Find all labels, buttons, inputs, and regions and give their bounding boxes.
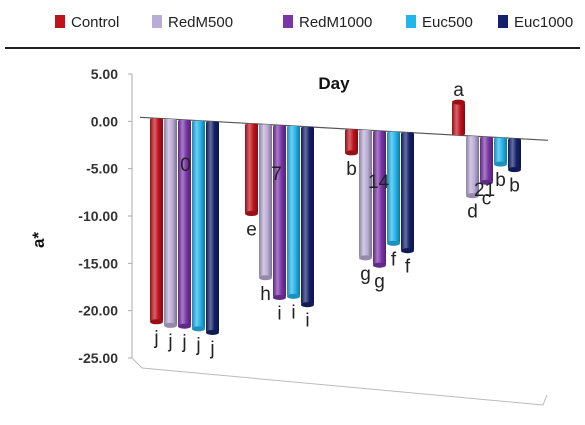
data-label: b xyxy=(495,170,506,191)
data-label: i xyxy=(291,302,295,323)
category-axis xyxy=(139,116,549,141)
legend-swatch xyxy=(283,15,293,28)
data-label: h xyxy=(260,284,271,305)
y-tick-label: 0.00 xyxy=(91,113,118,129)
y-axis-title: a* xyxy=(29,232,48,248)
legend-swatch xyxy=(406,15,416,28)
data-label: a xyxy=(453,80,464,101)
legend-swatch xyxy=(152,15,162,28)
bar xyxy=(387,131,400,244)
bar xyxy=(178,119,191,327)
bar xyxy=(345,129,358,153)
data-label: g xyxy=(374,271,385,292)
data-label: f xyxy=(391,249,397,270)
bar-cap xyxy=(273,294,286,300)
bar-cap xyxy=(359,255,372,261)
legend-swatch xyxy=(55,15,65,28)
bar-cap xyxy=(480,179,493,185)
category-label: 21 xyxy=(474,180,495,201)
bar-cap xyxy=(192,326,205,332)
bar xyxy=(301,126,314,305)
bar xyxy=(192,120,205,329)
bar xyxy=(206,121,219,333)
data-label: b xyxy=(509,176,520,197)
bar xyxy=(494,137,507,165)
bar-cap xyxy=(494,161,507,167)
legend: Control RedM500 RedM1000 Euc500 Euc1000 xyxy=(55,14,573,31)
chart-title: Day xyxy=(318,74,350,93)
data-label: f xyxy=(405,257,411,278)
data-label: d xyxy=(467,202,478,223)
legend-label: RedM500 xyxy=(168,14,233,31)
y-tick-label: -20.00 xyxy=(78,303,118,319)
y-tick-label: -5.00 xyxy=(86,161,118,177)
bar-cap xyxy=(150,319,163,325)
bar-cap xyxy=(259,275,272,281)
bar-cap xyxy=(164,322,177,328)
y-tick-label: -15.00 xyxy=(78,255,118,271)
legend-label: RedM1000 xyxy=(299,14,372,31)
bar xyxy=(245,123,258,214)
bar xyxy=(508,138,521,170)
category-label: 0 xyxy=(180,155,191,176)
y-tick-label: -10.00 xyxy=(78,208,118,224)
bar-cap xyxy=(178,323,191,329)
bar xyxy=(259,124,272,278)
bar-cap xyxy=(508,167,521,173)
floor-edge xyxy=(131,357,548,406)
bar-cap xyxy=(387,240,400,246)
bars xyxy=(150,99,521,336)
bar xyxy=(287,125,300,297)
category-label: 14 xyxy=(368,172,390,193)
category-label: 7 xyxy=(271,164,282,185)
data-label: e xyxy=(246,220,257,241)
bar-cap xyxy=(373,262,386,268)
bar xyxy=(359,130,372,258)
bar xyxy=(401,132,414,251)
y-tick-label: 5.00 xyxy=(91,66,118,82)
data-label: i xyxy=(277,303,281,324)
data-label: c xyxy=(482,188,492,209)
legend-swatch xyxy=(498,15,508,28)
data-label: j xyxy=(167,331,172,352)
bar xyxy=(273,125,286,298)
legend-label: Euc1000 xyxy=(514,14,573,31)
data-label: b xyxy=(346,159,357,180)
y-tick-label: -25.00 xyxy=(78,350,118,366)
bar-cap xyxy=(301,302,314,308)
data-label: j xyxy=(209,339,214,360)
y-axis: 5.00 0.00 -5.00 -10.00 -15.00 -20.00 -25.00 xyxy=(78,66,133,366)
data-label: j xyxy=(153,328,158,349)
data-label: j xyxy=(195,335,200,356)
legend-label: Euc500 xyxy=(422,14,473,31)
legend-label: Control xyxy=(71,14,119,31)
bar-cap xyxy=(466,193,479,199)
bar-cap xyxy=(401,248,414,254)
bar xyxy=(373,130,386,266)
bar xyxy=(164,119,177,326)
bar-cap xyxy=(287,293,300,299)
bar xyxy=(480,136,493,183)
bar xyxy=(466,136,479,196)
data-label: g xyxy=(360,264,371,285)
bar-cap xyxy=(345,150,358,156)
bar-cap xyxy=(452,99,465,105)
data-label: i xyxy=(305,311,309,332)
chart-floor xyxy=(131,116,549,406)
bar-cap xyxy=(245,211,258,217)
bar-cap xyxy=(206,330,219,336)
bar xyxy=(452,102,465,136)
data-label: j xyxy=(181,332,186,353)
bar xyxy=(150,118,163,322)
